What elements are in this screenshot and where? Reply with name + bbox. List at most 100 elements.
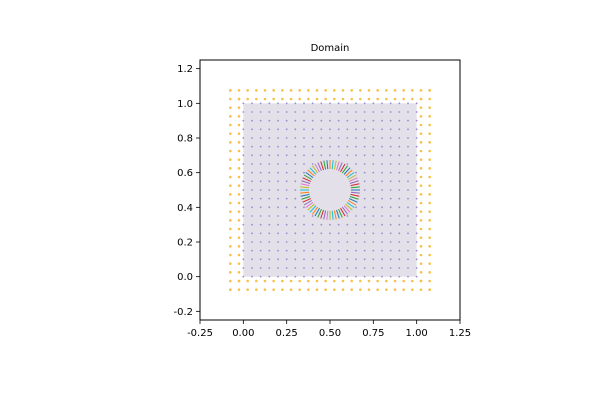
hole-boundary-segment xyxy=(301,196,311,200)
interior-point xyxy=(381,215,383,217)
interior-point xyxy=(329,223,331,226)
interior-point xyxy=(346,137,349,139)
ghost-point xyxy=(341,288,345,291)
interior-point xyxy=(268,249,271,252)
interior-point xyxy=(363,215,366,217)
interior-point xyxy=(285,111,288,113)
ghost-point xyxy=(307,288,310,291)
interior-point xyxy=(355,232,357,235)
hole-boundary-segment xyxy=(317,162,322,172)
interior-point xyxy=(363,145,366,148)
ghost-point xyxy=(428,236,431,239)
interior-point xyxy=(415,249,418,252)
interior-point xyxy=(320,119,323,122)
ghost-point xyxy=(385,97,388,101)
interior-point xyxy=(346,145,349,148)
hole-boundary-segment xyxy=(320,161,324,171)
ghost-point xyxy=(419,141,423,144)
interior-point xyxy=(259,267,262,269)
interior-point xyxy=(320,223,323,226)
ghost-point xyxy=(229,210,232,213)
interior-point xyxy=(277,163,279,165)
interior-point xyxy=(251,180,253,183)
ghost-point xyxy=(324,97,327,101)
interior-point xyxy=(294,206,297,209)
interior-point xyxy=(363,119,366,122)
interior-point xyxy=(337,258,340,261)
interior-point xyxy=(268,111,271,113)
ghost-point xyxy=(237,271,241,274)
ghost-point xyxy=(350,97,353,101)
interior-point xyxy=(355,128,357,131)
hole-boundary-segment xyxy=(341,165,349,174)
interior-point xyxy=(407,128,409,131)
interior-point xyxy=(277,267,279,269)
ghost-point xyxy=(237,245,241,248)
ghost-point xyxy=(376,97,379,101)
interior-point xyxy=(407,249,409,252)
interior-point xyxy=(259,189,262,191)
ghost-point xyxy=(428,123,431,127)
hole-boundary-segment xyxy=(346,201,355,209)
interior-point xyxy=(259,249,262,252)
interior-point xyxy=(277,119,279,122)
interior-point xyxy=(277,128,279,131)
interior-point xyxy=(277,249,279,252)
interior-point xyxy=(277,154,279,157)
interior-point xyxy=(346,215,349,217)
interior-point xyxy=(415,232,418,235)
interior-point xyxy=(242,197,245,200)
ghost-point xyxy=(289,89,293,92)
ghost-point xyxy=(298,89,301,92)
interior-point xyxy=(363,206,366,209)
ghost-point xyxy=(419,115,423,118)
interior-point xyxy=(355,275,357,278)
interior-point xyxy=(381,171,383,174)
interior-point xyxy=(311,241,314,243)
interior-point xyxy=(355,102,357,105)
interior-point xyxy=(372,154,375,157)
interior-point xyxy=(372,180,375,183)
ghost-point xyxy=(419,271,423,274)
ghost-point xyxy=(411,89,414,92)
ghost-point xyxy=(307,97,310,101)
hole-boundary-segment xyxy=(300,183,310,187)
hole-boundary-segment xyxy=(302,198,312,203)
interior-point xyxy=(407,197,409,200)
interior-point xyxy=(329,119,331,122)
ghost-point xyxy=(376,279,379,283)
hole-boundary-segment xyxy=(323,160,327,170)
interior-point xyxy=(346,275,349,278)
ghost-point xyxy=(419,184,423,187)
ghost-point xyxy=(237,201,241,205)
ghost-point xyxy=(281,279,284,283)
interior-point xyxy=(251,215,253,217)
hole-boundary-segment xyxy=(338,208,343,218)
ghost-point xyxy=(237,219,241,222)
ghost-point xyxy=(419,149,423,153)
interior-point xyxy=(337,223,340,226)
interior-point xyxy=(251,137,253,139)
interior-point xyxy=(381,249,383,252)
interior-point xyxy=(259,154,262,157)
interior-point xyxy=(285,145,288,148)
interior-point xyxy=(303,102,305,105)
ghost-point xyxy=(246,89,249,92)
ghost-point xyxy=(237,262,241,265)
interior-point xyxy=(285,180,288,183)
interior-point xyxy=(268,206,271,209)
ghost-point xyxy=(229,201,232,205)
ghost-point xyxy=(428,149,431,153)
interior-point xyxy=(277,189,279,191)
interior-point xyxy=(355,163,357,165)
interior-point xyxy=(294,215,297,217)
x-tick-label: 0.25 xyxy=(276,328,298,339)
interior-point xyxy=(337,232,340,235)
interior-point xyxy=(355,249,357,252)
interior-point xyxy=(242,102,245,105)
hole-boundary-segment xyxy=(340,207,346,217)
interior-point xyxy=(398,102,401,105)
ghost-point xyxy=(428,279,431,283)
hole-boundary-segment xyxy=(314,207,320,217)
interior-point xyxy=(259,137,262,139)
